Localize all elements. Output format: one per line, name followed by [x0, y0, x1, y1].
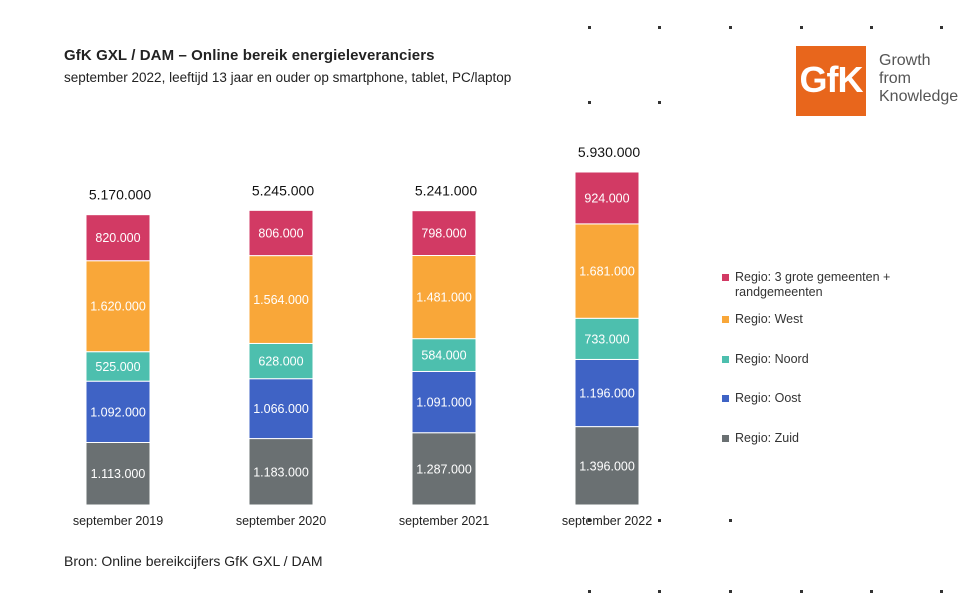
segment-value-label: 1.681.000: [579, 265, 635, 279]
decorative-dot: [729, 26, 732, 29]
bar-segment: [85, 380, 151, 443]
legend-swatch: [722, 274, 729, 281]
decorative-dot: [870, 590, 873, 593]
legend-label-line: Regio: 3 grote gemeenten +: [735, 270, 891, 284]
legend-label: Regio: Noord: [735, 352, 809, 367]
segment-value-label: 806.000: [258, 226, 303, 240]
segment-value-label: 1.287.000: [416, 462, 472, 476]
chart-subtitle: september 2022, leeftijd 13 jaar en oude…: [64, 70, 512, 85]
total-value-label: 5.245.000: [252, 182, 314, 198]
decorative-dot: [729, 519, 732, 522]
legend-label: Regio: 3 grote gemeenten + randgemeenten: [735, 270, 890, 300]
bar-segment: [574, 223, 640, 319]
segment-value-label: 1.196.000: [579, 387, 635, 401]
decorative-dot: [940, 590, 943, 593]
category-label: september 2022: [562, 514, 652, 528]
segment-value-label: 1.564.000: [253, 293, 309, 307]
decorative-dot: [870, 26, 873, 29]
decorative-dot: [588, 26, 591, 29]
legend-label-line: Regio: Oost: [735, 391, 802, 405]
bar-segment: [574, 171, 640, 225]
legend-label: Regio: Oost: [735, 391, 801, 406]
legend-label: Regio: Zuid: [735, 431, 799, 446]
decorative-dot: [588, 519, 591, 522]
chart-title: GfK GXL / DAM – Online bereik energielev…: [64, 47, 435, 64]
category-label: september 2021: [399, 514, 489, 528]
bar-segment: [248, 342, 314, 380]
bar-segment: [248, 378, 314, 440]
decorative-dot: [658, 101, 661, 104]
source-note: Bron: Online bereikcijfers GfK GXL / DAM: [64, 553, 323, 569]
decorative-dot: [588, 101, 591, 104]
bar-segment: [411, 210, 477, 257]
segment-value-label: 1.481.000: [416, 291, 472, 305]
total-value-label: 5.930.000: [578, 144, 640, 160]
segment-value-label: 798.000: [421, 227, 466, 241]
gfk-logo-mark: GfK: [799, 59, 864, 100]
legend-swatch: [722, 356, 729, 363]
segment-value-label: 584.000: [421, 349, 466, 363]
bar-segment: [85, 214, 151, 262]
decorative-dot: [658, 26, 661, 29]
segment-value-label: 1.092.000: [90, 405, 146, 419]
tagline-line-2: from: [879, 70, 911, 87]
bar-segment: [85, 441, 151, 506]
bar-segment: [85, 260, 151, 353]
bar-segment: [411, 370, 477, 434]
segment-value-label: 1.066.000: [253, 402, 309, 416]
bar-segment: [85, 351, 151, 382]
total-value-label: 5.170.000: [89, 187, 151, 203]
decorative-dot: [729, 590, 732, 593]
legend-label-line: Regio: Noord: [735, 352, 809, 366]
decorative-dot: [800, 26, 803, 29]
gfk-logo: GfK: [796, 46, 866, 116]
decorative-dot: [940, 26, 943, 29]
segment-value-label: 628.000: [258, 355, 303, 369]
legend-swatch: [722, 395, 729, 402]
total-value-label: 5.241.000: [415, 183, 477, 199]
decorative-dot: [658, 519, 661, 522]
tagline-line-1: Growth: [879, 52, 931, 69]
bar-segment: [411, 432, 477, 506]
bar-segment: [248, 255, 314, 344]
bar-segment: [574, 426, 640, 506]
decorative-dot: [658, 590, 661, 593]
segment-value-label: 1.113.000: [91, 467, 146, 481]
legend-label-line: randgemeenten: [735, 285, 823, 299]
legend-label-line: Regio: Zuid: [735, 431, 799, 445]
tagline-line-3: Knowledge: [879, 88, 959, 105]
segment-value-label: 525.000: [95, 360, 140, 374]
segment-value-label: 924.000: [584, 191, 629, 205]
legend-label-line: Regio: West: [735, 312, 803, 326]
category-label: september 2019: [73, 514, 163, 528]
segment-value-label: 1.620.000: [90, 300, 146, 314]
segment-value-label: 1.183.000: [253, 465, 309, 479]
segment-value-label: 1.091.000: [416, 396, 472, 410]
decorative-dot: [588, 590, 591, 593]
bar-segment: [248, 438, 314, 506]
decorative-dot: [800, 590, 803, 593]
bar-segment: [248, 209, 314, 257]
segment-value-label: 1.396.000: [579, 459, 635, 473]
legend-label: Regio: West: [735, 312, 803, 327]
legend-swatch: [722, 435, 729, 442]
legend-swatch: [722, 316, 729, 323]
segment-value-label: 733.000: [584, 332, 629, 346]
category-label: september 2020: [236, 514, 326, 528]
logo-tagline: Growth from Knowledge: [879, 52, 958, 106]
segment-value-label: 820.000: [95, 231, 140, 245]
